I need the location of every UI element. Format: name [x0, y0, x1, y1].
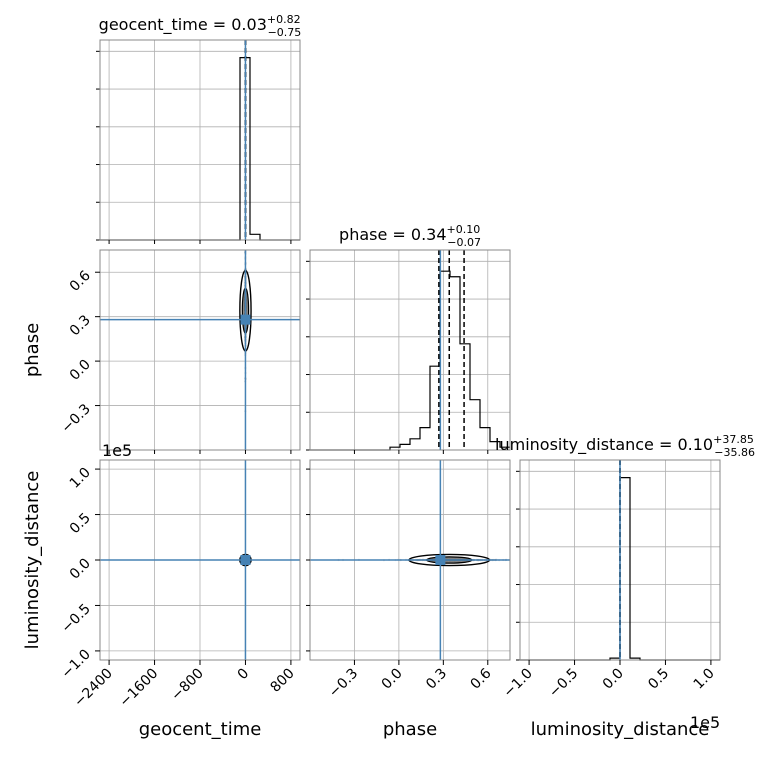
x-axis-label-luminosity_distance: luminosity_distance	[531, 719, 710, 740]
panel-hist-luminosity_distance: luminosity_distance = 0.10+37.85 −35.86	[495, 433, 755, 661]
y-tick-label-luminosity_distance: 0.0	[67, 556, 94, 583]
sample-point	[301, 559, 303, 561]
truth-marker	[240, 314, 251, 325]
title-geocent_time: geocent_time = 0.03+0.82 −0.75	[99, 13, 302, 39]
x-axis-label-geocent_time: geocent_time	[139, 719, 262, 740]
panel-scatter-geocent_time-luminosity_distance	[99, 459, 301, 661]
x-tick-label-luminosity_distance: 0.5	[645, 666, 672, 693]
y-tick-label-phase: −0.3	[58, 401, 93, 436]
scatter-points	[100, 247, 300, 450]
y-offset-label: 1e5	[102, 441, 132, 460]
sample-point	[521, 559, 523, 561]
y-axis-label-luminosity_distance: luminosity_distance	[22, 471, 43, 650]
x-tick-label-luminosity_distance: −0.5	[546, 666, 581, 701]
title-phase: phase = 0.34+0.10 −0.07	[339, 223, 481, 249]
panel-scatter-geocent_time-phase	[99, 247, 301, 451]
histogram-phase	[310, 270, 510, 451]
x-tick-label-geocent_time: 0	[235, 666, 253, 684]
panel-hist-phase: phase = 0.34+0.10 −0.07	[306, 223, 511, 451]
x-tick-label-phase: 0.0	[379, 666, 406, 693]
title-luminosity_distance: luminosity_distance = 0.10+37.85 −35.86	[495, 433, 755, 459]
y-tick-label-phase: 0.0	[67, 357, 94, 384]
y-tick-label-luminosity_distance: −1.0	[58, 646, 93, 681]
x-tick-label-geocent_time: −800	[168, 666, 207, 705]
panel-scatter-phase-luminosity_distance	[301, 459, 578, 661]
x-tick-label-geocent_time: −1600	[117, 666, 162, 711]
y-tick-label-luminosity_distance: −0.5	[58, 601, 93, 636]
y-tick-label-luminosity_distance: 1.0	[67, 465, 94, 492]
x-tick-label-luminosity_distance: −1.0	[501, 666, 536, 701]
truth-marker	[435, 555, 446, 565]
y-tick-label-phase: 0.6	[67, 268, 94, 295]
x-tick-label-phase: 0.6	[468, 665, 495, 692]
x-tick-label-phase: −0.3	[326, 666, 361, 701]
truth-marker	[240, 555, 251, 565]
sample-point	[244, 247, 246, 249]
x-tick-label-luminosity_distance: 0.0	[600, 666, 627, 693]
panel-frame	[309, 249, 511, 451]
sample-point	[576, 559, 578, 561]
x-tick-label-phase: 0.3	[423, 666, 450, 693]
y-tick-label-luminosity_distance: 0.5	[67, 510, 94, 537]
y-axis-label-phase: phase	[22, 323, 43, 377]
x-tick-label-luminosity_distance: 1.0	[691, 666, 718, 693]
x-offset-label: 1e5	[690, 713, 720, 732]
panel-hist-geocent_time: geocent_time = 0.03+0.82 −0.75	[96, 13, 302, 241]
x-tick-label-geocent_time: 800	[268, 666, 298, 696]
scatter-points	[301, 460, 578, 660]
x-axis-label-phase: phase	[383, 719, 437, 740]
y-tick-label-phase: 0.3	[67, 312, 94, 339]
scatter-points	[100, 460, 300, 660]
